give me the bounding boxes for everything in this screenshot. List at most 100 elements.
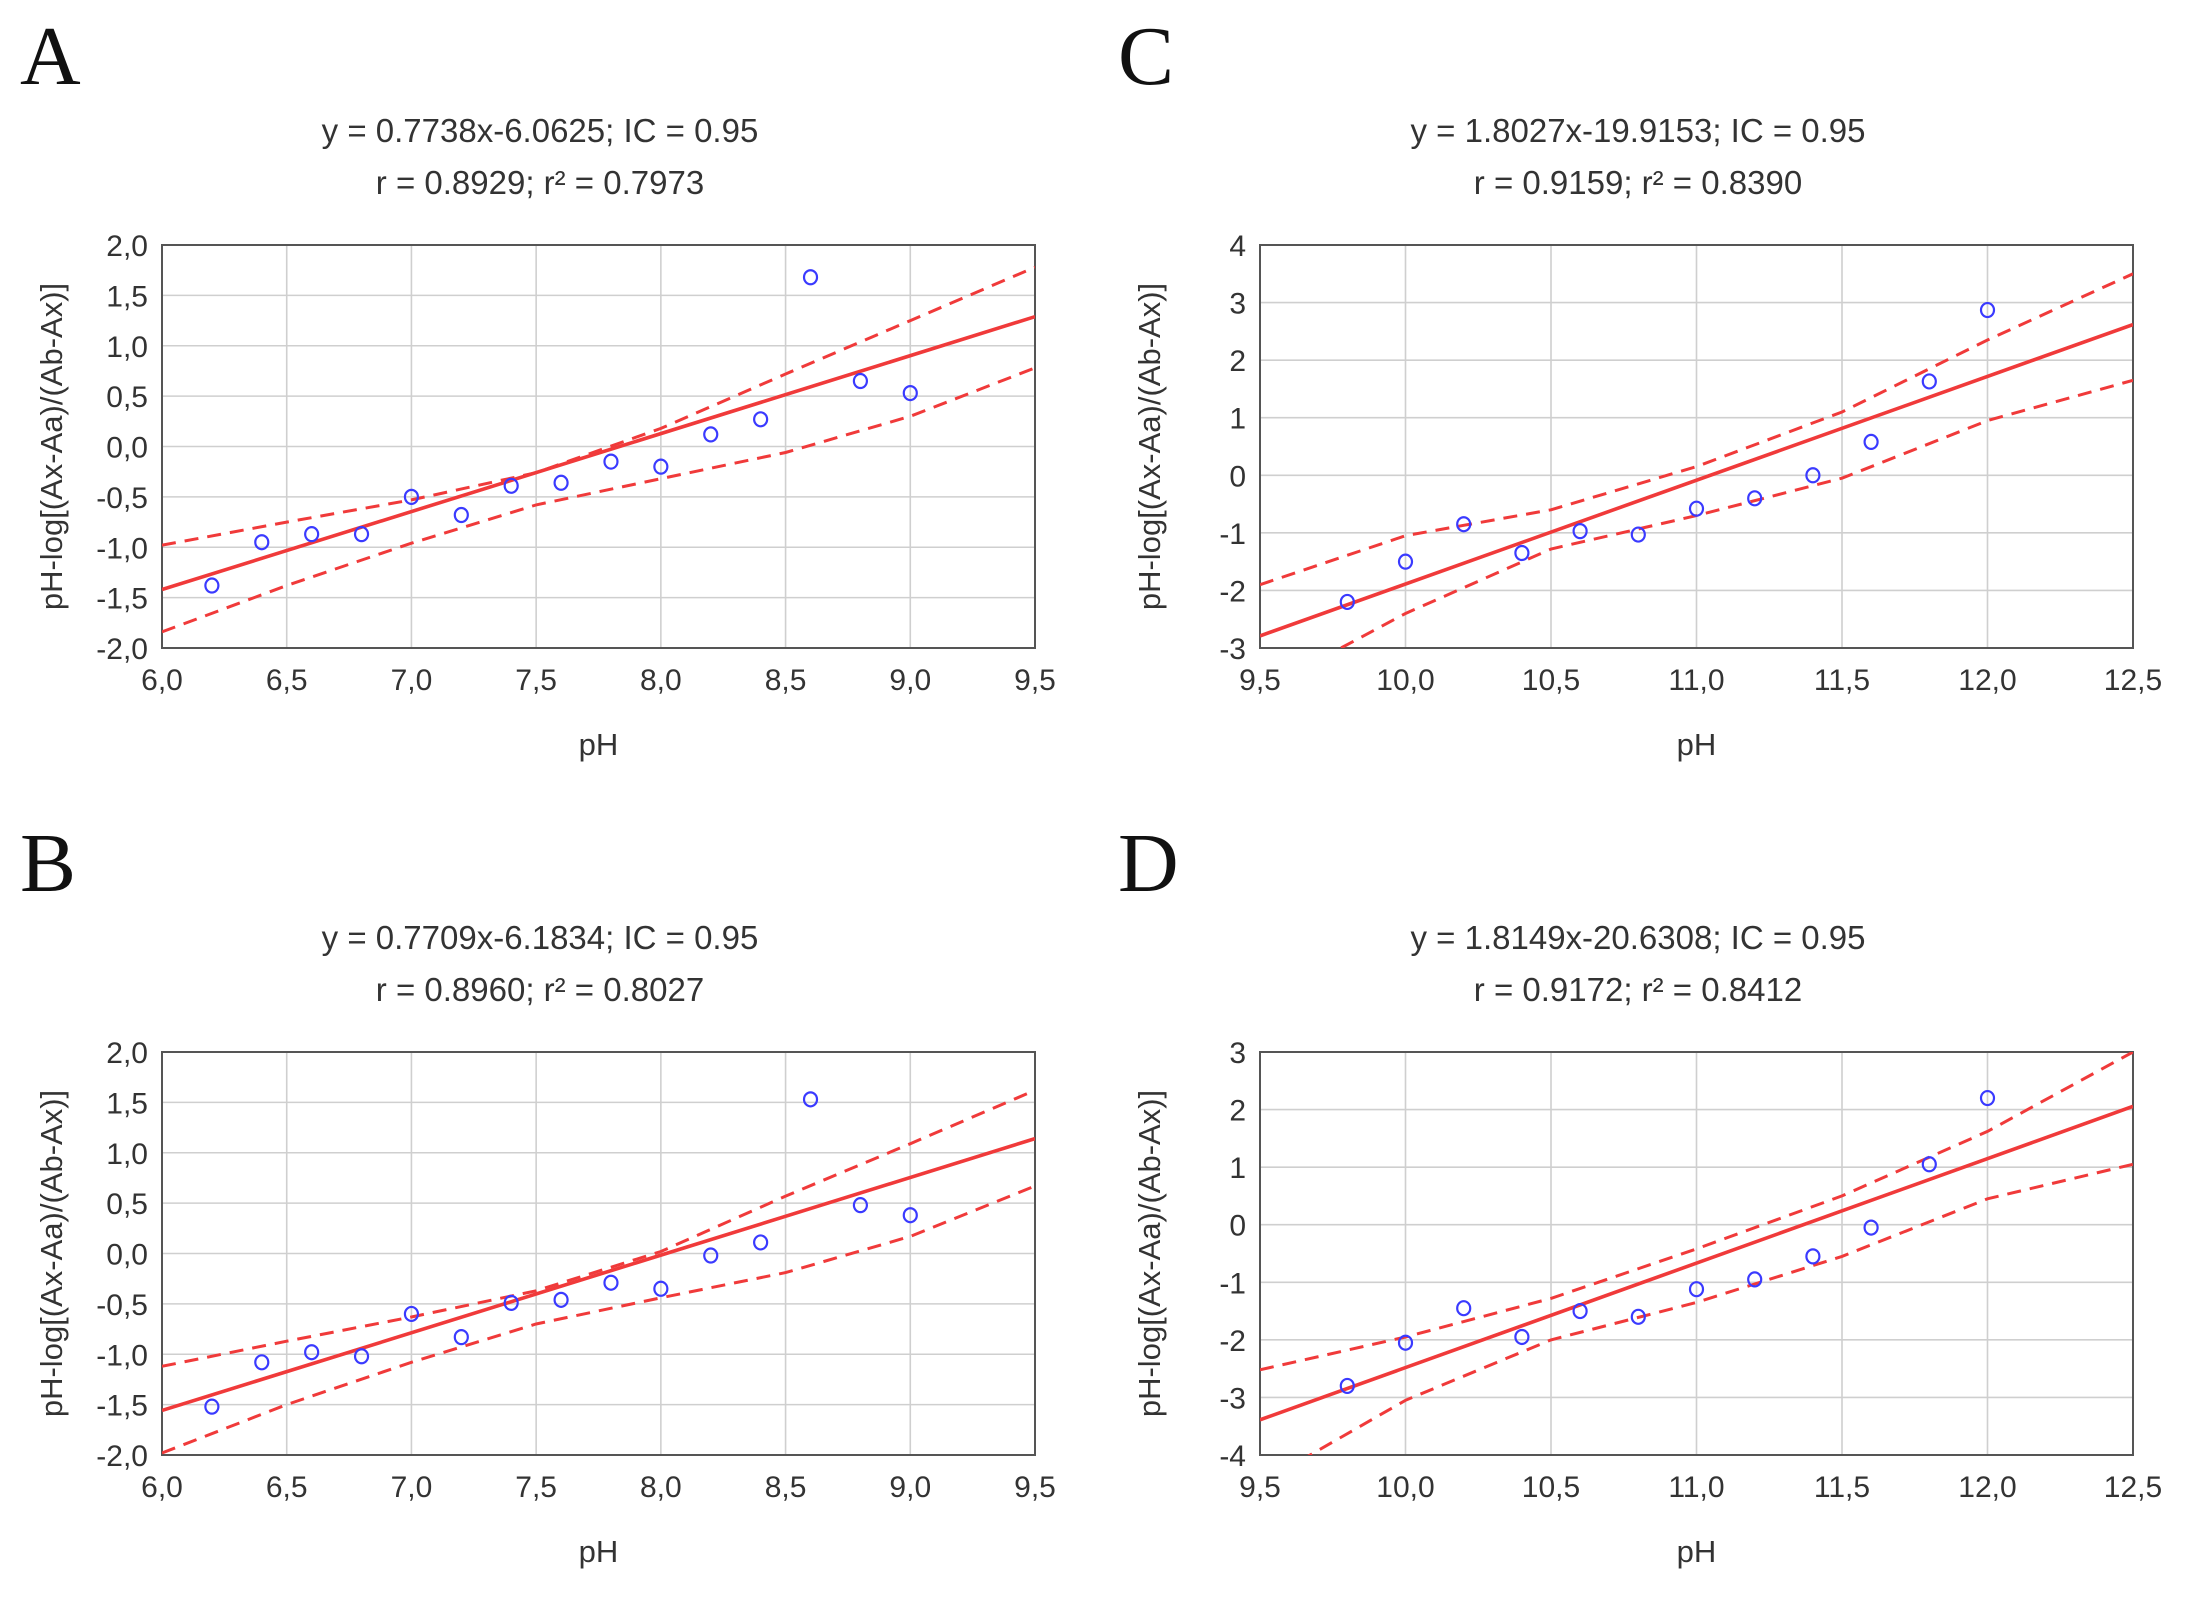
y-axis-title: pH-log[(Ax-Aa)/(Ab-Ax)] — [1132, 283, 1167, 610]
data-point — [1339, 593, 1355, 611]
x-tick-label: 9,5 — [1014, 1471, 1056, 1504]
plot-frame — [161, 244, 1036, 649]
y-tick-label: 1,0 — [106, 331, 148, 364]
data-point — [603, 453, 619, 470]
x-tick-label: 8,0 — [640, 1471, 682, 1504]
panel-letter: D — [1118, 817, 1179, 910]
x-axis-title: pH — [1677, 1534, 1717, 1569]
y-tick-label: -1,5 — [96, 1390, 148, 1423]
regression-line — [1260, 1104, 2133, 1422]
x-tick-label: 8,5 — [765, 664, 807, 697]
data-point — [1688, 1281, 1705, 1298]
data-point — [403, 488, 420, 505]
x-tick-label: 11,5 — [1814, 664, 1870, 697]
chart-c-svg: Cy = 1.8027x-19.9153; IC = 0.95 r = 0.915… — [1118, 10, 2162, 762]
data-point — [1805, 1248, 1821, 1265]
data-point — [1456, 1300, 1472, 1317]
x-tick-label: 9,5 — [1239, 664, 1281, 697]
chart-b-svg: By = 0.7709x-6.1834; IC = 0.95 r = 0.8960… — [20, 817, 1056, 1569]
y-tick-label: -2,0 — [96, 633, 148, 666]
y-tick-label: 2,0 — [106, 1037, 148, 1070]
x-tick-label: 12,0 — [1958, 664, 2016, 697]
ci-upper-line — [162, 1088, 1035, 1368]
data-point — [553, 474, 569, 491]
y-tick-label: 4 — [1229, 230, 1246, 263]
y-tick-label: 2,0 — [106, 230, 148, 263]
data-point — [802, 1091, 819, 1108]
data-point — [254, 1354, 270, 1371]
data-point — [1863, 433, 1879, 450]
y-tick-label: -1,0 — [96, 1339, 148, 1372]
data-point — [1514, 1328, 1530, 1346]
equation-text: y = 0.7709x-6.1834; IC = 0.95 — [322, 919, 759, 956]
data-point — [753, 1234, 769, 1251]
y-axis-title: pH-log[(Ax-Aa)/(Ab-Ax)] — [1132, 1090, 1167, 1417]
plot-area — [162, 1088, 1035, 1455]
data-point — [1747, 490, 1763, 507]
x-tick-label: 12,5 — [2104, 664, 2162, 697]
y-tick-label: 1 — [1229, 1152, 1246, 1185]
x-tick-label: 7,5 — [515, 1471, 557, 1504]
plot-frame — [1259, 1051, 2134, 1456]
data-point — [453, 506, 469, 524]
data-point — [204, 577, 220, 594]
data-point — [603, 1274, 619, 1291]
x-tick-label: 7,5 — [515, 664, 557, 697]
y-tick-label: -2 — [1219, 575, 1246, 608]
data-point — [1979, 1089, 1996, 1107]
y-tick-label: -3 — [1219, 633, 1246, 666]
y-tick-label: -1 — [1219, 1267, 1246, 1300]
regression-line — [162, 1136, 1035, 1413]
x-tick-label: 8,0 — [640, 664, 682, 697]
regression-line — [1260, 322, 2133, 638]
x-tick-label: 9,5 — [1014, 664, 1056, 697]
data-point — [353, 1348, 370, 1365]
panel-letter: B — [20, 817, 76, 910]
y-tick-label: -2 — [1219, 1325, 1246, 1358]
y-tick-label: -0,5 — [96, 1289, 148, 1322]
y-tick-label: 1,5 — [106, 280, 148, 313]
data-point — [902, 385, 918, 402]
ci-lower-line — [162, 1184, 1035, 1455]
y-tick-label: -1,5 — [96, 583, 148, 616]
plot-frame — [1259, 244, 2134, 649]
x-tick-label: 11,5 — [1814, 1471, 1870, 1504]
panel-letter: C — [1118, 10, 1174, 103]
data-point — [1630, 1308, 1646, 1325]
data-point — [353, 526, 370, 543]
x-tick-label: 10,5 — [1522, 664, 1580, 697]
data-point — [503, 1294, 519, 1311]
x-tick-label: 7,0 — [391, 1471, 433, 1504]
correlation-text: r = 0.9159; r² = 0.8390 — [1474, 164, 1802, 201]
data-point — [852, 372, 869, 390]
y-tick-label: -4 — [1219, 1440, 1246, 1473]
equation-text: y = 0.7738x-6.0625; IC = 0.95 — [322, 112, 759, 149]
panel-letter: A — [20, 10, 81, 103]
data-point — [753, 411, 769, 428]
plot-frame — [161, 1051, 1036, 1456]
chart-a-svg: Ay = 0.7738x-6.0625; IC = 0.95 r = 0.8929… — [20, 10, 1056, 762]
y-axis-title: pH-log[(Ax-Aa)/(Ab-Ax)] — [34, 283, 69, 610]
data-point — [1456, 516, 1472, 533]
x-tick-label: 12,5 — [2104, 1471, 2162, 1504]
y-tick-label: 1 — [1229, 403, 1246, 436]
data-point — [1979, 301, 1996, 319]
data-point — [304, 1344, 320, 1361]
ci-lower-line — [1307, 1162, 2133, 1455]
x-tick-label: 9,0 — [889, 664, 931, 697]
x-tick-label: 11,0 — [1668, 1471, 1724, 1504]
data-point — [653, 458, 669, 475]
y-tick-label: 3 — [1229, 1037, 1246, 1070]
data-point — [902, 1207, 918, 1224]
y-tick-label: 0,5 — [106, 1188, 148, 1221]
x-tick-label: 6,5 — [266, 664, 308, 697]
data-point — [204, 1398, 220, 1415]
x-tick-label: 8,5 — [765, 1471, 807, 1504]
data-point — [453, 1329, 469, 1346]
data-point — [1630, 526, 1646, 543]
plot-area — [162, 265, 1035, 634]
x-tick-label: 9,5 — [1239, 1471, 1281, 1504]
y-tick-label: -2,0 — [96, 1440, 148, 1473]
